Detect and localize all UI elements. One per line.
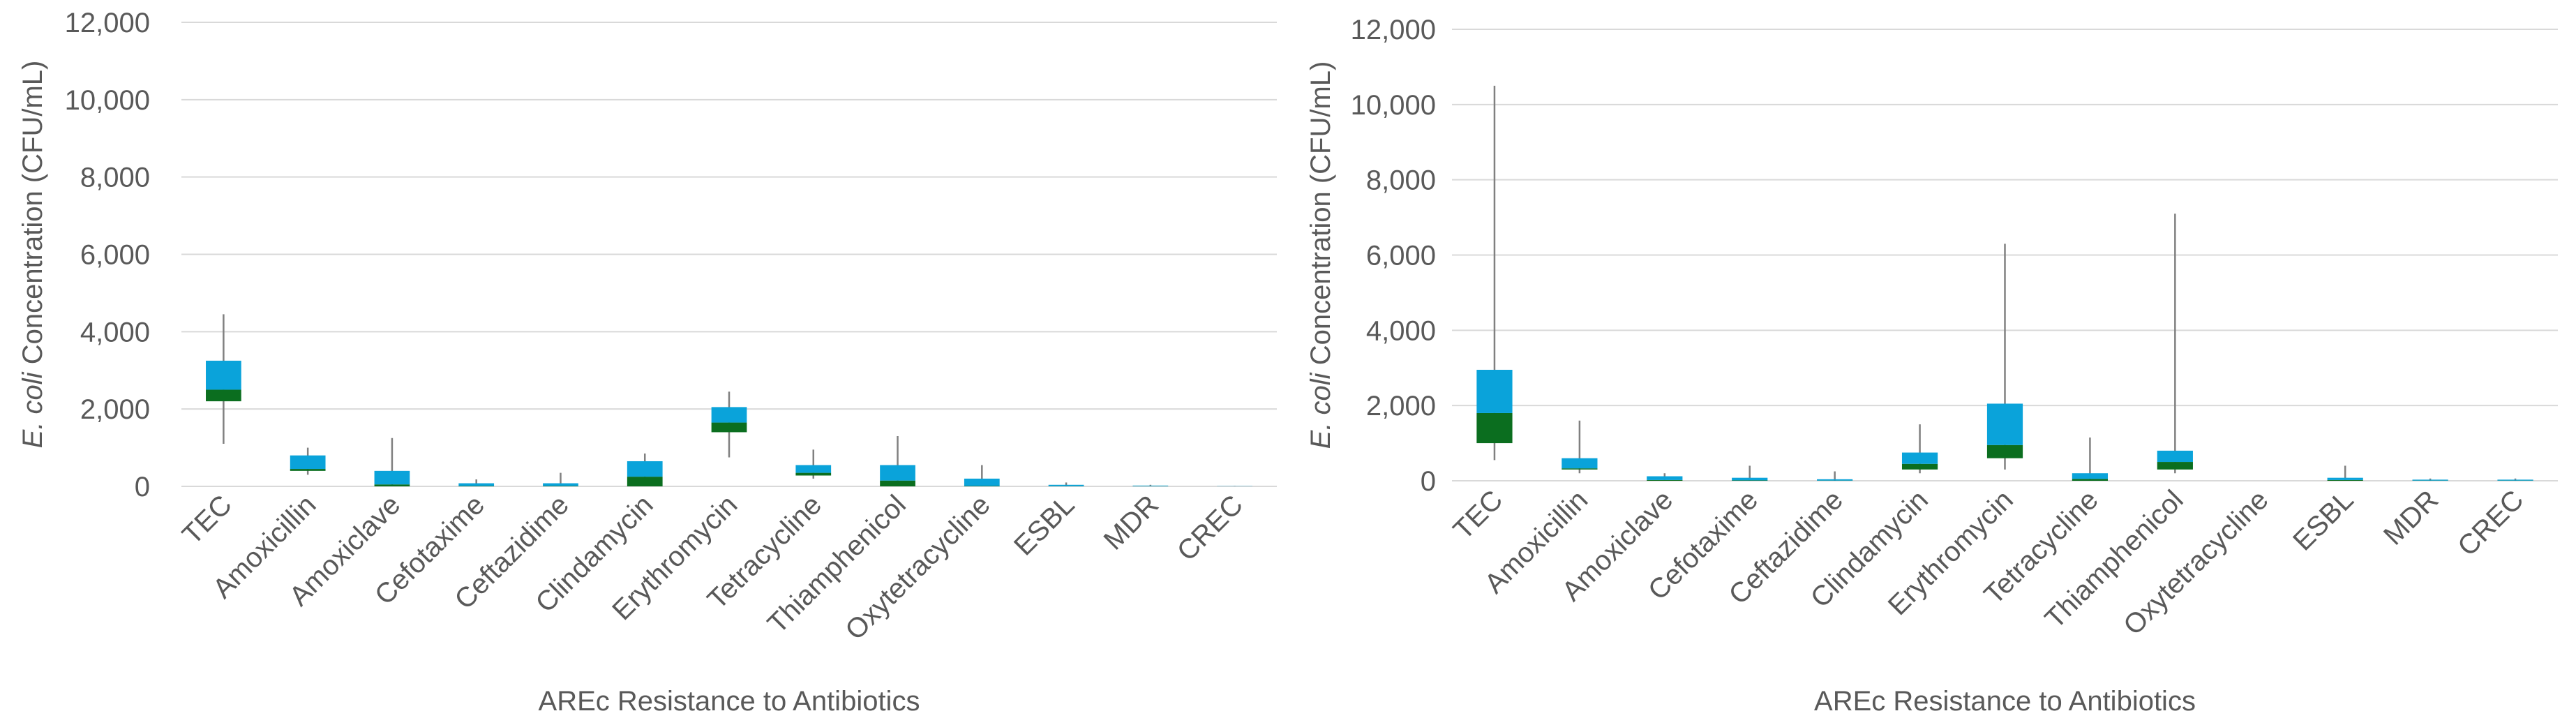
chart-panel-left: 0 2,000 4,000 6,000 8,000 10,000 12,000 TEC Amox… xyxy=(17,8,1277,717)
box-oxytetracycline xyxy=(964,465,1000,486)
y-tick-label: 12,000 xyxy=(1351,15,1436,45)
box-lower-quartile xyxy=(206,389,241,402)
x-tick-label: Oxytetracycline xyxy=(2118,484,2274,641)
box-amoxiclave xyxy=(374,438,410,486)
x-tick-label: MDR xyxy=(2378,484,2445,551)
box-lower-quartile xyxy=(627,477,663,486)
y-tick-label: 4,000 xyxy=(1366,315,1436,346)
box-cefotaxime xyxy=(458,479,495,486)
box-lower-quartile xyxy=(2072,479,2109,481)
box-upper-quartile xyxy=(374,470,410,485)
box-upper-quartile xyxy=(795,465,832,473)
y-tick-label: 6,000 xyxy=(80,240,150,271)
y-tick-label: 2,000 xyxy=(80,394,150,425)
box-lower-quartile xyxy=(711,422,747,433)
y-tick-label: 8,000 xyxy=(1366,165,1436,196)
box-lower-quartile xyxy=(1986,444,2023,458)
box-upper-quartile xyxy=(2497,479,2533,481)
box-lower-quartile xyxy=(795,472,832,476)
box-upper-quartile xyxy=(1732,477,1768,481)
x-tick-label: CREC xyxy=(1171,489,1249,567)
box-lower-quartile xyxy=(290,469,326,471)
box-upper-quartile xyxy=(1986,403,2023,445)
box-lower-quartile xyxy=(1476,412,1513,444)
x-axis-title: AREc Resistance to Antibiotics xyxy=(1814,686,2196,717)
box-upper-quartile xyxy=(627,461,663,477)
box-thiamphenicol xyxy=(2157,214,2193,474)
box-upper-quartile xyxy=(458,483,495,486)
y-tick-label: 0 xyxy=(135,472,150,502)
box-mdr xyxy=(1132,484,1169,486)
y-tick-label: 10,000 xyxy=(65,85,150,116)
box-upper-quartile xyxy=(880,465,915,481)
box-lower-quartile xyxy=(1901,463,1938,470)
boxplot-svg-right: 02,0004,0006,0008,00010,00012,000TECAmox… xyxy=(1305,15,2558,717)
x-tick-label: ESBL xyxy=(1008,489,1080,561)
box-lower-quartile xyxy=(374,484,410,486)
box-upper-quartile xyxy=(964,478,1000,486)
box-amoxiclave xyxy=(1647,473,1683,481)
box-upper-quartile xyxy=(2157,450,2193,463)
box-upper-quartile xyxy=(1817,479,1853,481)
box-lower-quartile xyxy=(1647,479,1683,481)
x-tick-label: Oxytetracycline xyxy=(839,489,996,645)
box-lower-quartile xyxy=(2157,462,2193,470)
box-thiamphenicol xyxy=(880,435,915,486)
x-tick-label: ESBL xyxy=(2287,484,2359,556)
y-axis-title: E. coli Concentration (CFU/mL) xyxy=(17,61,48,449)
y-axis-title: E. coli Concentration (CFU/mL) xyxy=(1305,61,1336,449)
box-clindamycin xyxy=(1901,424,1938,474)
box-tec xyxy=(1476,85,1513,461)
y-tick-label: 0 xyxy=(1421,466,1436,497)
y-tick-label: 2,000 xyxy=(1366,391,1436,421)
box-ceftazidime xyxy=(543,472,578,486)
box-upper-quartile xyxy=(543,483,578,486)
y-tick-label: 4,000 xyxy=(80,317,150,347)
y-tick-label: 12,000 xyxy=(65,8,150,38)
chart-panel-right: 0 2,000 4,000 6,000 8,000 10,000 12,000 TEC Amox… xyxy=(1288,0,2576,725)
box-upper-quartile xyxy=(1647,476,1683,480)
box-erythromycin xyxy=(1986,244,2023,470)
box-upper-quartile xyxy=(1562,458,1598,469)
box-erythromycin xyxy=(711,391,747,458)
box-upper-quartile xyxy=(206,360,241,390)
x-tick-label: MDR xyxy=(1098,489,1165,556)
x-tick-label: TEC xyxy=(177,489,238,551)
box-tec xyxy=(206,314,241,444)
y-tick-label: 6,000 xyxy=(1366,241,1436,271)
x-axis-title: AREc Resistance to Antibiotics xyxy=(539,686,920,717)
box-tetracycline xyxy=(2072,437,2109,481)
box-upper-quartile xyxy=(290,455,326,470)
box-amoxicillin xyxy=(1562,420,1598,474)
box-crec xyxy=(2497,478,2533,481)
x-tick-label: TEC xyxy=(1448,484,1509,546)
box-upper-quartile xyxy=(1476,369,1513,413)
box-upper-quartile xyxy=(2072,473,2109,479)
box-upper-quartile xyxy=(1901,452,1938,464)
box-mdr xyxy=(2412,478,2448,481)
box-upper-quartile xyxy=(2327,477,2363,480)
box-ceftazidime xyxy=(1817,471,1853,481)
box-upper-quartile xyxy=(1048,484,1084,486)
y-tick-label: 8,000 xyxy=(80,163,150,193)
box-tetracycline xyxy=(795,449,832,479)
boxplot-svg-left: 02,0004,0006,0008,00010,00012,000TECAmox… xyxy=(17,8,1277,717)
box-lower-quartile xyxy=(1732,480,1768,481)
box-esbl xyxy=(1048,482,1084,486)
box-cefotaxime xyxy=(1732,465,1768,481)
box-esbl xyxy=(2327,465,2363,481)
box-upper-quartile xyxy=(2412,479,2448,481)
x-tick-label: CREC xyxy=(2452,484,2529,562)
box-amoxicillin xyxy=(290,447,326,475)
box-upper-quartile xyxy=(711,407,747,423)
box-lower-quartile xyxy=(2327,479,2363,481)
box-lower-quartile xyxy=(880,480,915,486)
y-tick-label: 10,000 xyxy=(1351,90,1436,121)
box-clindamycin xyxy=(627,453,663,486)
box-lower-quartile xyxy=(1562,468,1598,470)
